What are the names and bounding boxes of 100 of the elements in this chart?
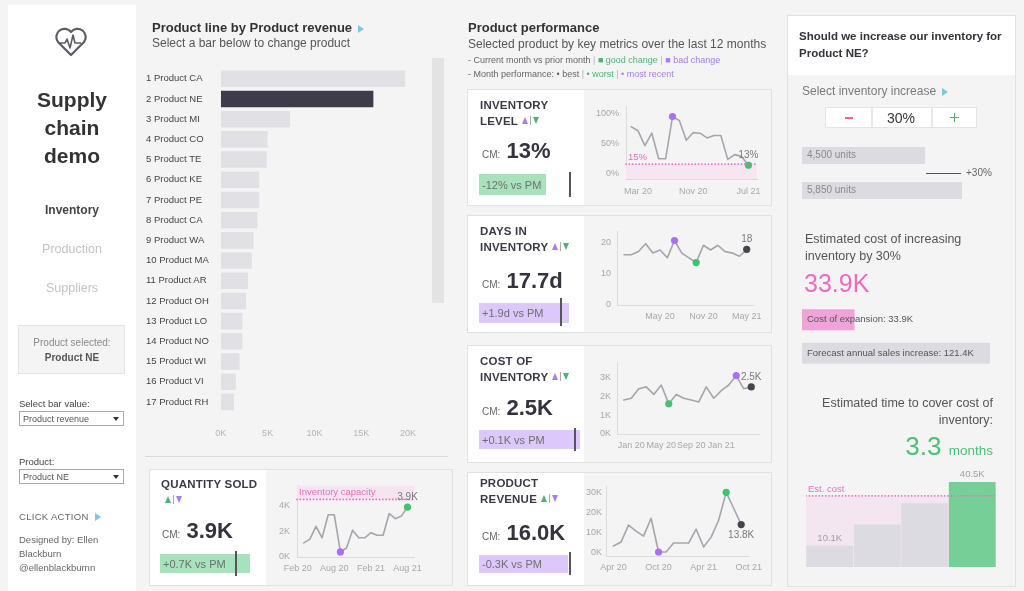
text: -0.3K vs PM bbox=[482, 557, 542, 571]
x-tick-label: Aug 21 bbox=[393, 562, 422, 573]
y-tick-label: 12 Product OH bbox=[146, 294, 209, 306]
text: CM: 13% bbox=[482, 138, 551, 163]
y-tick-label: 10 Product MA bbox=[146, 254, 210, 266]
x-tick-label: 5K bbox=[262, 427, 274, 438]
data-label: Forecast annual sales increase: 121.4K bbox=[807, 346, 975, 358]
x-tick-label: Apr 21 bbox=[690, 561, 717, 572]
x-tick-label: Oct 21 bbox=[735, 561, 762, 572]
y-tick-label: 2K bbox=[278, 525, 290, 536]
x-tick-label: Apr 20 bbox=[600, 561, 627, 572]
x-tick-label: Jul 21 bbox=[736, 185, 761, 196]
data-label: 13% bbox=[738, 149, 759, 161]
x-tick-label: Jan 20 bbox=[617, 439, 645, 450]
x-tick-label: 20K bbox=[399, 427, 416, 438]
y-tick-label: 10 bbox=[600, 268, 611, 279]
y-tick-label: 15 Product WI bbox=[146, 355, 207, 367]
x-tick-label: 15K bbox=[353, 427, 370, 438]
x-tick-label: Nov 20 bbox=[678, 185, 708, 196]
ref-line-label: Inventory capacity bbox=[299, 486, 376, 498]
text: CM: 16.0K bbox=[482, 520, 566, 545]
x-tick-label: Feb 21 bbox=[356, 562, 385, 573]
chart-title: Estimated time to cover cost of inventory: bbox=[821, 395, 993, 429]
point bbox=[692, 258, 700, 267]
text: Selected product by key metrics over the last 12 months bbox=[468, 37, 767, 52]
data-label: 3.9K bbox=[397, 490, 419, 502]
point bbox=[654, 548, 663, 556]
text: 30% bbox=[886, 109, 916, 127]
chart-subtitle: Select a bar below to change product bbox=[152, 36, 351, 51]
y-tick-label: 0K bbox=[590, 546, 602, 557]
text: COST OF INVENTORY bbox=[480, 355, 549, 383]
text: - Month performance: • best | • worst | • most recent bbox=[468, 68, 674, 79]
text: Select bar value: bbox=[19, 397, 90, 410]
text: Product selected: bbox=[33, 337, 111, 349]
y-tick-label: 17 Product RH bbox=[146, 395, 209, 407]
chart-title: QUANTITY SOLD bbox=[161, 478, 258, 490]
y-tick-label: 0K bbox=[278, 551, 290, 562]
y-tick-label: 0 bbox=[605, 299, 611, 310]
text: +0.7K vs PM bbox=[163, 557, 226, 570]
text: +0.1K vs PM bbox=[482, 433, 545, 446]
text: +30% bbox=[966, 167, 992, 179]
y-tick-label: 13 Product LO bbox=[146, 314, 208, 326]
chart-title: Estimated cost of increasing inventory by 30% bbox=[805, 231, 963, 265]
y-tick-label: 2 Product NE bbox=[146, 92, 203, 104]
y-tick-label: 7 Product PE bbox=[146, 193, 202, 205]
y-tick-label: 4K bbox=[278, 500, 290, 511]
x-tick-label: Oct 20 bbox=[645, 561, 672, 572]
point bbox=[732, 371, 740, 380]
y-tick-label: 8 Product CA bbox=[146, 213, 204, 225]
x-tick-label: Nov 20 bbox=[689, 310, 718, 321]
chart-title: Should we increase our inventory for Product NE? bbox=[799, 29, 1003, 61]
text: Supply chain demo bbox=[36, 87, 108, 169]
y-tick-label: 6 Product KE bbox=[146, 173, 202, 185]
text: Production bbox=[42, 241, 102, 257]
point bbox=[670, 236, 679, 245]
x-tick-label: Sep 20 bbox=[676, 439, 706, 450]
x-tick-label: Jan 21 bbox=[707, 439, 735, 450]
data-label: 4,500 units bbox=[807, 149, 856, 161]
data-label: 18 bbox=[741, 233, 753, 245]
y-tick-label: 10K bbox=[585, 526, 602, 537]
text: CM: 17.7d bbox=[482, 268, 563, 293]
y-tick-label: 20K bbox=[585, 506, 602, 517]
text: +1.9d vs PM bbox=[482, 306, 544, 320]
point bbox=[665, 400, 673, 408]
point bbox=[743, 245, 751, 253]
ref-line-label: 15% bbox=[628, 151, 648, 162]
y-tick-label: 1 Product CA bbox=[146, 72, 204, 84]
x-tick-label: 0K bbox=[215, 427, 227, 438]
text: CM: 2.5K bbox=[482, 395, 553, 420]
x-tick-label: May 20 bbox=[645, 310, 675, 321]
chart-subtitle: 3.3 months bbox=[905, 431, 993, 461]
y-tick-label: 3K bbox=[599, 371, 611, 382]
y-tick-label: 0% bbox=[605, 167, 619, 178]
text: CLICK ACTION bbox=[19, 511, 89, 522]
chart-subtitle: 33.9K bbox=[804, 268, 870, 298]
ref-line-label: Est. cost bbox=[808, 482, 845, 494]
y-tick-label: 14 Product NO bbox=[146, 334, 209, 346]
text: Product NE bbox=[23, 471, 70, 482]
y-tick-label: 2K bbox=[599, 390, 611, 401]
y-tick-label: 100% bbox=[595, 108, 619, 119]
text: Designed by: Ellen Blackburn @ellenblackburnn bbox=[19, 533, 100, 575]
x-tick-label: May 21 bbox=[731, 310, 762, 321]
y-tick-label: 9 Product WA bbox=[146, 233, 205, 245]
x-tick-label: Mar 20 bbox=[623, 185, 652, 196]
data-label: 10.1K bbox=[817, 531, 843, 543]
text: Product NE bbox=[44, 352, 100, 364]
text: Product performance bbox=[468, 19, 600, 36]
point bbox=[722, 488, 730, 496]
y-tick-label: 50% bbox=[600, 137, 619, 148]
data-label: 40.5K bbox=[959, 467, 986, 479]
data-label: 2.5K bbox=[740, 370, 762, 382]
y-tick-label: 20 bbox=[600, 236, 611, 247]
y-tick-label: 4 Product CO bbox=[146, 133, 204, 144]
y-tick-label: 11 Product AR bbox=[146, 274, 207, 286]
y-tick-label: 1K bbox=[599, 409, 611, 420]
text: DAYS IN INVENTORY bbox=[480, 225, 549, 253]
data-label: 5,850 units bbox=[807, 184, 856, 196]
text: PRODUCT REVENUE bbox=[480, 477, 539, 505]
text: Inventory bbox=[44, 203, 100, 218]
text: Product: bbox=[19, 455, 55, 468]
